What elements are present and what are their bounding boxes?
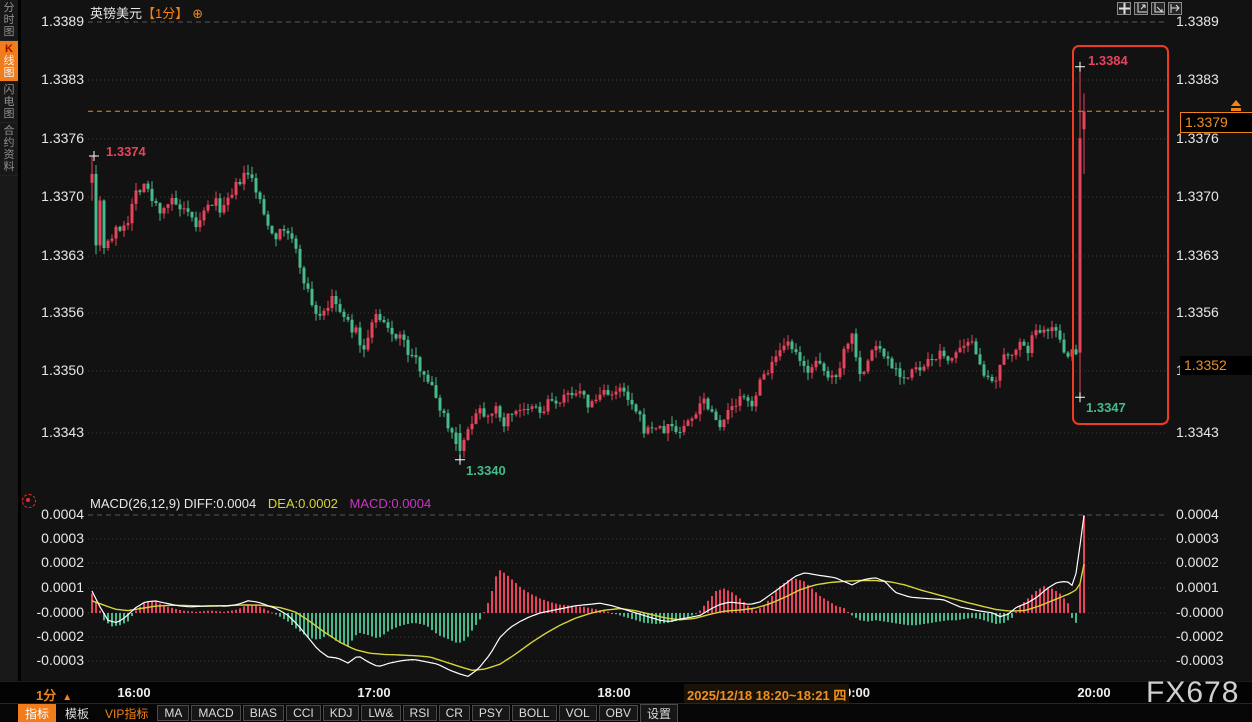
- toolbar-item-1[interactable]: 模板: [65, 706, 90, 721]
- time-tick: 16:00: [117, 685, 151, 700]
- toolbar-item-10[interactable]: CR: [438, 705, 470, 721]
- macd-title-diff: MACD(26,12,9) DIFF:0.0004: [90, 496, 257, 511]
- price-marker-label: 1.3340: [466, 463, 506, 478]
- scale-y-axis-icon[interactable]: [1134, 2, 1148, 15]
- move-icon[interactable]: [1117, 2, 1131, 15]
- toolbar-item-12[interactable]: BOLL: [511, 705, 557, 721]
- axis-tick: 0.0002: [41, 554, 84, 570]
- time-tick: 18:00: [597, 685, 631, 700]
- toolbar-item-6[interactable]: CCI: [286, 705, 321, 721]
- sidebar-tab-2[interactable]: 闪电图: [0, 82, 18, 123]
- toolbar-item-0[interactable]: 指标: [18, 703, 57, 722]
- sidebar-tab-0[interactable]: 分时图: [0, 0, 18, 41]
- axis-tick: 0.0001: [41, 579, 84, 595]
- fx678-watermark: FX678: [1146, 676, 1240, 709]
- interval-selector[interactable]: 1分 ▲: [36, 688, 73, 703]
- axis-tick: -0.0002: [36, 628, 84, 644]
- macd-dea-value: DEA:0.0002: [267, 496, 338, 511]
- axis-tick: 1.3383: [1176, 71, 1219, 87]
- price-marker-label: 1.3347: [1086, 400, 1126, 415]
- toolbar-item-5[interactable]: BIAS: [242, 705, 285, 721]
- axis-tick: 1.3370: [41, 188, 84, 204]
- macd-header: MACD(26,12,9) DIFF:0.0004 DEA:0.0002 MAC…: [90, 496, 431, 511]
- scale-x-axis-icon[interactable]: [1151, 2, 1165, 15]
- toolbar-item-8[interactable]: LW&: [361, 705, 401, 721]
- sidebar-tab-3[interactable]: 合约资料: [0, 123, 18, 176]
- current-price-tag: 1.3379: [1180, 112, 1252, 133]
- axis-tick: 1.3389: [41, 13, 84, 29]
- axis-tick: -0.0003: [36, 652, 84, 668]
- axis-tick: 1.3370: [1176, 188, 1219, 204]
- axis-tick: 1.3363: [1176, 247, 1219, 263]
- indicator-toolbar: 指标 模板 VIP指标 MA MACD BIAS CCI KDJ LW& RSI CR PSY BOLL…: [0, 703, 1252, 722]
- collapse-panel-icon[interactable]: [1168, 2, 1182, 15]
- price-marker-label: 1.3374: [106, 144, 146, 159]
- axis-tick: 1.3376: [41, 130, 84, 146]
- axis-tick: 0.0004: [41, 506, 84, 522]
- axis-tick: 1.3363: [41, 247, 84, 263]
- price-up-arrow-icon: [1228, 99, 1244, 117]
- toolbar-item-3[interactable]: MA: [157, 705, 190, 721]
- toolbar-item-4[interactable]: MACD: [191, 705, 241, 721]
- crosshair-time-tooltip: 2025/12/18 18:20~18:21 四: [684, 684, 850, 705]
- axis-tick: 1.3350: [41, 362, 84, 378]
- axis-tick: 1.3383: [41, 71, 84, 87]
- axis-tick: 1.3389: [1176, 13, 1219, 29]
- time-tick: 20:00: [1077, 685, 1111, 700]
- axis-tick: -0.0000: [36, 604, 84, 620]
- axis-tick: -0.0002: [1176, 628, 1224, 644]
- toolbar-item-14[interactable]: OBV: [598, 705, 638, 721]
- toolbar-item-2[interactable]: VIP指标: [105, 706, 149, 721]
- toolbar-item-7[interactable]: KDJ: [322, 705, 360, 721]
- axis-tick: 1.3356: [41, 304, 84, 320]
- interval-tag: 【1分】: [142, 6, 189, 21]
- axis-tick: 1.3356: [1176, 304, 1219, 320]
- toolbar-item-15[interactable]: 设置: [639, 703, 678, 722]
- axis-tick: 0.0004: [1176, 506, 1219, 522]
- time-axis: 1分 ▲ 2025/12/18 18:20~18:21 四 16:00 17:00 1…: [0, 681, 1252, 705]
- toolbar-item-9[interactable]: RSI: [402, 705, 437, 721]
- axis-tick: 0.0002: [1176, 554, 1219, 570]
- time-tick: 9:00: [843, 685, 871, 700]
- axis-tick: 1.3376: [1176, 130, 1219, 146]
- chevron-up-icon: ▲: [62, 692, 73, 703]
- axis-tick: 1.3343: [1176, 424, 1219, 440]
- axis-tick: 0.0003: [1176, 530, 1219, 546]
- axis-tick: -0.0000: [1176, 604, 1224, 620]
- axis-tick: 1.3343: [41, 424, 84, 440]
- chart-title: 英镑美元【1分】 ⊕: [90, 3, 203, 22]
- price-marker-label: 1.3384: [1088, 53, 1128, 68]
- axis-tick: -0.0003: [1176, 652, 1224, 668]
- macd-settings-icon[interactable]: [22, 494, 36, 508]
- axis-tick: 0.0001: [1176, 579, 1219, 595]
- time-tick: 17:00: [357, 685, 391, 700]
- add-indicator-icon[interactable]: ⊕: [192, 6, 204, 21]
- axis-tick: 0.0003: [41, 530, 84, 546]
- toolbar-item-11[interactable]: PSY: [471, 705, 510, 721]
- symbol-name: 英镑美元: [90, 6, 143, 21]
- toolbar-item-13[interactable]: VOL: [558, 705, 597, 721]
- chart-tools: [1117, 2, 1182, 15]
- macd-macd-value: MACD:0.0004: [349, 496, 432, 511]
- last-trade-price-tag: 1.3352: [1180, 356, 1252, 375]
